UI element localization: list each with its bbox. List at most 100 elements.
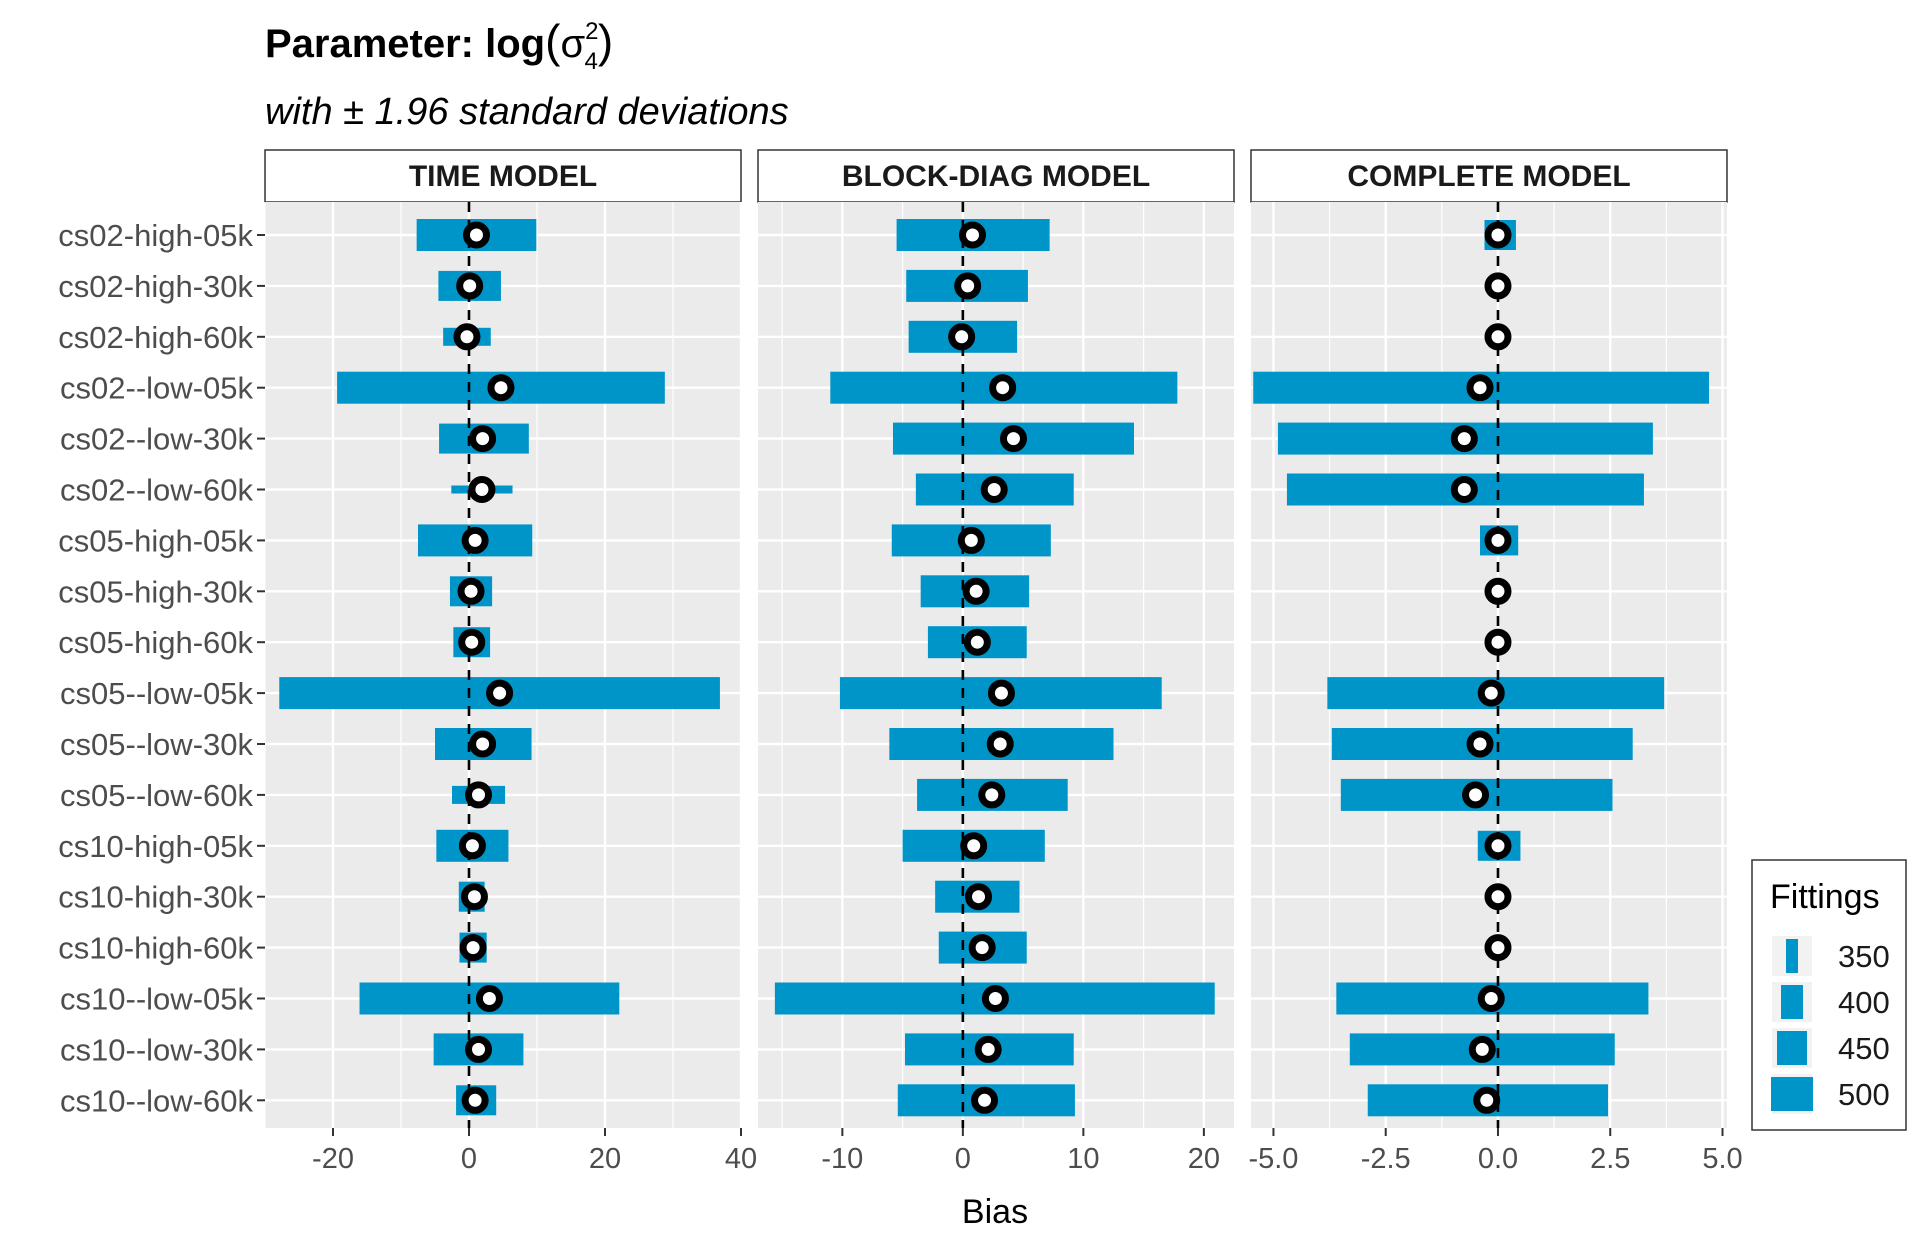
estimate-point xyxy=(469,425,497,453)
estimate-point xyxy=(486,679,514,707)
estimate-point xyxy=(487,374,515,402)
x-tick-label: 20 xyxy=(589,1143,621,1175)
panel-background-1 xyxy=(758,202,1234,1128)
estimate-point xyxy=(1466,374,1494,402)
estimate-point xyxy=(1484,628,1512,656)
estimate-point xyxy=(999,425,1027,453)
estimate-point xyxy=(1484,934,1512,962)
estimate-point xyxy=(457,577,485,605)
y-tick-label: cs02--low-60k xyxy=(60,473,253,508)
panel-strip-1 xyxy=(757,149,1235,203)
estimate-point xyxy=(465,1035,493,1063)
y-tick-label: cs10--low-60k xyxy=(60,1083,253,1118)
legend-key-500 xyxy=(1771,1077,1813,1111)
y-tick-label: cs02-high-60k xyxy=(58,320,253,355)
legend-label-500: 500 xyxy=(1838,1077,1890,1112)
estimate-point xyxy=(978,781,1006,809)
title-sup: 2 xyxy=(585,18,598,45)
y-tick-label: cs02-high-05k xyxy=(58,218,253,253)
estimate-point xyxy=(963,628,991,656)
estimate-point xyxy=(1450,476,1478,503)
estimate-point xyxy=(456,272,484,300)
y-tick-label: cs02--low-05k xyxy=(60,371,253,406)
estimate-point xyxy=(458,628,486,656)
y-tick-label: cs05--low-30k xyxy=(60,727,253,762)
y-tick-label: cs05-high-05k xyxy=(58,523,253,558)
x-tick-label: 5.0 xyxy=(1702,1143,1742,1175)
x-axis-label: Bias xyxy=(962,1193,1028,1231)
title-sigma: σ xyxy=(560,22,585,66)
panel-strip-label-0: TIME MODEL xyxy=(409,160,597,193)
panel-background-0 xyxy=(265,202,741,1128)
estimate-point xyxy=(1477,985,1505,1012)
title-close-paren: ) xyxy=(598,15,613,67)
panel-0: TIME MODEL -20 0 20 40 xyxy=(264,149,757,1175)
estimate-point xyxy=(981,985,1009,1012)
x-tick-label: 0.0 xyxy=(1478,1143,1518,1175)
estimate-point xyxy=(948,323,976,351)
estimate-point xyxy=(1462,781,1490,809)
estimate-point xyxy=(453,323,481,351)
panel-strip-0 xyxy=(264,149,742,203)
legend-keys: 350 400 450 500 xyxy=(1771,936,1890,1114)
estimate-point xyxy=(965,883,993,911)
estimate-point xyxy=(960,832,988,860)
legend: Fittings 350 400 450 500 xyxy=(1751,859,1907,1131)
estimate-point xyxy=(465,781,493,809)
x-tick-label: 2.5 xyxy=(1590,1143,1630,1175)
panel-strip-2 xyxy=(1250,149,1728,203)
title-prefix: Parameter: log xyxy=(265,22,545,66)
estimate-point xyxy=(959,221,987,249)
y-tick-label: cs10-high-05k xyxy=(58,829,253,864)
y-tick-label: cs05-high-30k xyxy=(58,574,253,609)
estimate-point xyxy=(1477,679,1505,707)
legend-key-400 xyxy=(1781,985,1803,1019)
x-tick-label: -2.5 xyxy=(1361,1143,1411,1175)
estimate-point xyxy=(968,934,996,962)
legend-label-450: 450 xyxy=(1838,1031,1890,1066)
estimate-point xyxy=(974,1035,1002,1063)
panel-2: COMPLETE MODEL -5.0 -2.5 0.0 2.5 5.0 xyxy=(1248,149,1743,1175)
estimate-point xyxy=(458,832,486,860)
y-tick-label: cs02--low-30k xyxy=(60,422,253,457)
estimate-point xyxy=(980,476,1008,503)
estimate-point xyxy=(461,526,489,554)
estimate-point xyxy=(957,526,985,554)
estimate-point xyxy=(1484,526,1512,554)
estimate-point xyxy=(459,934,487,962)
x-tick-label: 0 xyxy=(955,1143,971,1175)
estimate-point xyxy=(1468,1035,1496,1063)
estimate-point xyxy=(1484,832,1512,860)
estimate-point xyxy=(954,272,982,300)
estimate-point xyxy=(987,679,1015,707)
panel-strip-label-2: COMPLETE MODEL xyxy=(1347,160,1630,193)
y-tick-label: cs05--low-60k xyxy=(60,778,253,813)
row-labels: cs02-high-05k cs02-high-30k cs02-high-60k c… xyxy=(58,218,265,1118)
estimate-point xyxy=(1473,1086,1501,1114)
x-tick-label: -5.0 xyxy=(1248,1143,1298,1175)
legend-key-350 xyxy=(1786,939,1798,973)
estimate-point xyxy=(1484,577,1512,605)
panel-1: BLOCK-DIAG MODEL -10 0 10 20 xyxy=(757,149,1235,1175)
x-tick-label: -20 xyxy=(312,1143,354,1175)
x-tick-label: 10 xyxy=(1067,1143,1099,1175)
chart-title: Parameter: log(σ2 4) xyxy=(265,15,613,75)
y-tick-label: cs05--low-05k xyxy=(60,676,253,711)
panel-background-2 xyxy=(1251,202,1727,1128)
estimate-point xyxy=(462,221,490,249)
x-tick-label: -10 xyxy=(821,1143,863,1175)
chart-subtitle: with ± 1.96 standard deviations xyxy=(265,91,789,133)
y-tick-label: cs10-high-30k xyxy=(58,880,253,915)
estimate-point xyxy=(1484,883,1512,911)
y-tick-label: cs10-high-60k xyxy=(58,931,253,966)
estimate-point xyxy=(1466,730,1494,758)
y-tick-label: cs05-high-60k xyxy=(58,625,253,660)
y-tick-label: cs10--low-30k xyxy=(60,1032,253,1067)
legend-label-400: 400 xyxy=(1838,985,1890,1020)
title-sub: 4 xyxy=(584,48,597,75)
y-tick-label: cs10--low-05k xyxy=(60,982,253,1017)
panels: TIME MODEL -20 0 20 40 BLOCK-DIAG MODEL -10 0 10… xyxy=(264,149,1743,1175)
estimate-point xyxy=(1484,272,1512,300)
